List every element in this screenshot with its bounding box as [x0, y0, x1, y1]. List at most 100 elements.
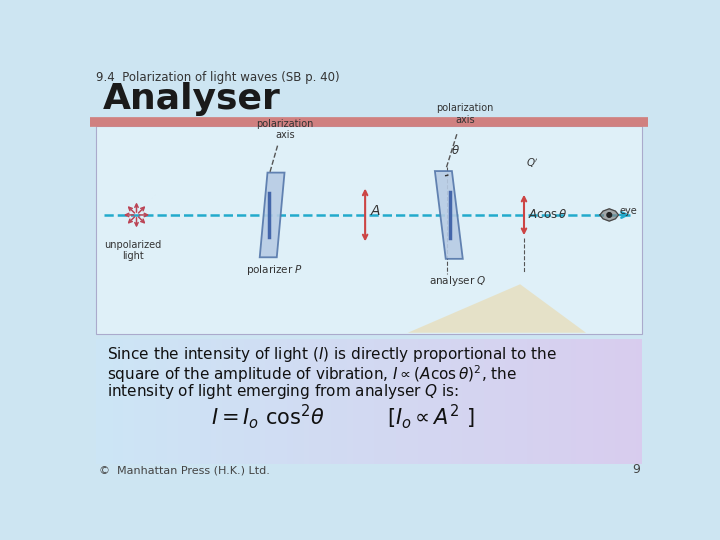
Text: 9.4  Polarization of light waves (SB p. 40): 9.4 Polarization of light waves (SB p. 4…	[96, 71, 340, 84]
Text: Since the intensity of light ($I$) is directly proportional to the: Since the intensity of light ($I$) is di…	[107, 345, 557, 364]
Bar	[380, 339, 385, 464]
Bar	[505, 339, 511, 464]
Bar	[178, 339, 184, 464]
Bar	[330, 339, 336, 464]
Text: analyser $Q$: analyser $Q$	[429, 274, 487, 288]
Bar	[118, 339, 124, 464]
Bar	[456, 339, 462, 464]
Text: $A \cos \theta$: $A \cos \theta$	[528, 208, 567, 221]
Bar	[620, 339, 626, 464]
Bar	[325, 339, 330, 464]
Bar	[205, 339, 211, 464]
Bar	[511, 339, 516, 464]
Bar	[216, 339, 222, 464]
Text: intensity of light emerging from analyser $Q$ is:: intensity of light emerging from analyse…	[107, 382, 459, 401]
Bar	[593, 339, 598, 464]
Text: $[I_o \propto A^2\ ]$: $[I_o \propto A^2\ ]$	[387, 402, 475, 431]
Bar	[309, 339, 315, 464]
Bar	[451, 339, 456, 464]
Bar	[200, 339, 205, 464]
Bar	[402, 339, 408, 464]
Bar	[358, 339, 364, 464]
Bar	[150, 339, 156, 464]
Bar	[353, 339, 358, 464]
Bar	[413, 339, 418, 464]
Bar	[478, 339, 484, 464]
Bar	[342, 339, 347, 464]
Bar	[418, 339, 423, 464]
Bar	[184, 339, 189, 464]
Text: $A$: $A$	[370, 204, 381, 218]
Bar	[533, 339, 538, 464]
Bar	[124, 339, 129, 464]
Bar	[112, 339, 118, 464]
Bar	[408, 339, 413, 464]
Text: unpolarized
light: unpolarized light	[104, 240, 161, 261]
Bar	[544, 339, 549, 464]
Bar	[189, 339, 194, 464]
Bar	[369, 339, 374, 464]
Bar	[571, 339, 576, 464]
Bar	[446, 339, 451, 464]
Bar	[135, 339, 140, 464]
Bar	[516, 339, 522, 464]
Polygon shape	[435, 171, 463, 259]
Bar	[102, 339, 107, 464]
Bar	[495, 339, 500, 464]
Bar	[364, 339, 369, 464]
Bar	[266, 339, 271, 464]
Bar	[385, 339, 391, 464]
Bar	[631, 339, 636, 464]
Text: $Q'$: $Q'$	[526, 157, 539, 170]
Bar	[292, 339, 298, 464]
Bar	[440, 339, 446, 464]
Bar	[626, 339, 631, 464]
Bar	[304, 339, 309, 464]
Bar	[554, 339, 560, 464]
Bar	[287, 339, 292, 464]
Bar	[374, 339, 380, 464]
Text: 9: 9	[632, 463, 640, 476]
Text: Analyser: Analyser	[102, 82, 280, 116]
Bar	[211, 339, 216, 464]
Bar	[156, 339, 162, 464]
Bar	[336, 339, 342, 464]
Bar	[347, 339, 353, 464]
Bar	[129, 339, 135, 464]
Bar	[484, 339, 489, 464]
Bar	[145, 339, 150, 464]
Bar	[107, 339, 112, 464]
Bar	[522, 339, 527, 464]
Bar	[560, 339, 565, 464]
Text: square of the amplitude of vibration, $I \propto (A\cos\theta)^2$, the: square of the amplitude of vibration, $I…	[107, 363, 517, 385]
Bar	[227, 339, 233, 464]
Bar	[260, 339, 266, 464]
Bar	[243, 339, 249, 464]
Bar	[423, 339, 429, 464]
Text: ©  Manhattan Press (H.K.) Ltd.: © Manhattan Press (H.K.) Ltd.	[99, 466, 270, 476]
Bar	[615, 339, 620, 464]
Circle shape	[607, 213, 611, 217]
Polygon shape	[260, 173, 284, 257]
Bar	[549, 339, 554, 464]
Text: polarizer $P$: polarizer $P$	[246, 264, 303, 278]
Bar	[538, 339, 544, 464]
Bar	[500, 339, 505, 464]
Text: eye: eye	[620, 206, 637, 215]
Text: $I = I_o\ \cos^2\!\theta$: $I = I_o\ \cos^2\!\theta$	[211, 402, 325, 431]
Bar	[276, 339, 282, 464]
Bar	[315, 339, 320, 464]
Text: polarization
axis: polarization axis	[256, 119, 314, 140]
Bar	[472, 339, 478, 464]
Bar	[233, 339, 238, 464]
Bar	[238, 339, 243, 464]
Bar	[636, 339, 642, 464]
Bar	[271, 339, 276, 464]
Bar	[396, 339, 402, 464]
Bar	[565, 339, 571, 464]
Bar	[429, 339, 434, 464]
Bar	[298, 339, 304, 464]
Bar	[167, 339, 173, 464]
Bar	[489, 339, 495, 464]
Bar	[140, 339, 145, 464]
